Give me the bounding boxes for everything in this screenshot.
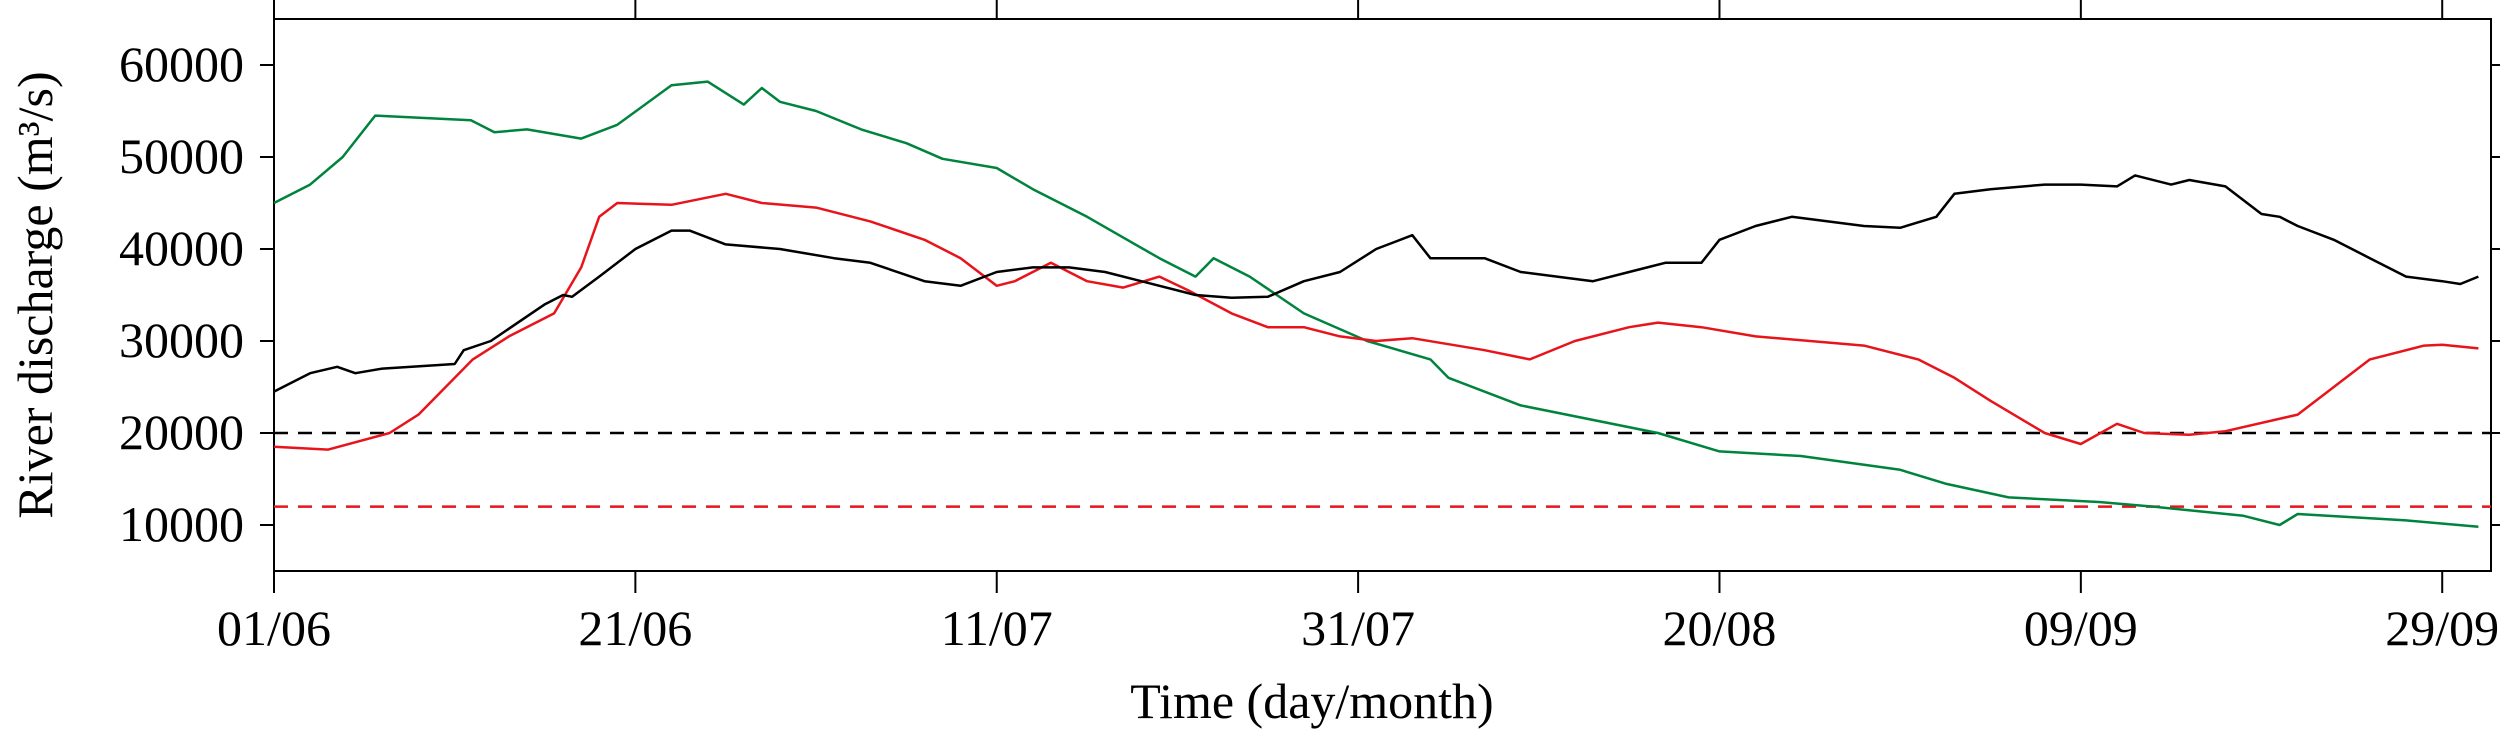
- y-tick-label: 30000: [119, 312, 244, 368]
- y-tick-label: 50000: [119, 128, 244, 184]
- x-tick-label: 31/07: [1301, 600, 1415, 656]
- y-tick-label: 10000: [119, 496, 244, 552]
- y-tick-label: 60000: [119, 36, 244, 92]
- series-line: [273, 174, 2479, 393]
- series-line: [273, 192, 2479, 451]
- series-line: [273, 80, 2479, 529]
- plot-frame: [273, 18, 2492, 572]
- x-tick-label: 21/06: [578, 600, 692, 656]
- x-tick-label: 09/09: [2024, 600, 2138, 656]
- y-axis-title: River discharge (m³/s): [7, 71, 63, 518]
- x-axis-title: Time (day/month): [1130, 673, 1493, 729]
- x-tick-label: 01/06: [217, 600, 331, 656]
- x-tick-label: 29/09: [2385, 600, 2499, 656]
- x-tick-label: 20/08: [1663, 600, 1777, 656]
- y-tick-label: 40000: [119, 220, 244, 276]
- y-tick-label: 20000: [119, 404, 244, 460]
- x-tick-label: 11/07: [941, 600, 1053, 656]
